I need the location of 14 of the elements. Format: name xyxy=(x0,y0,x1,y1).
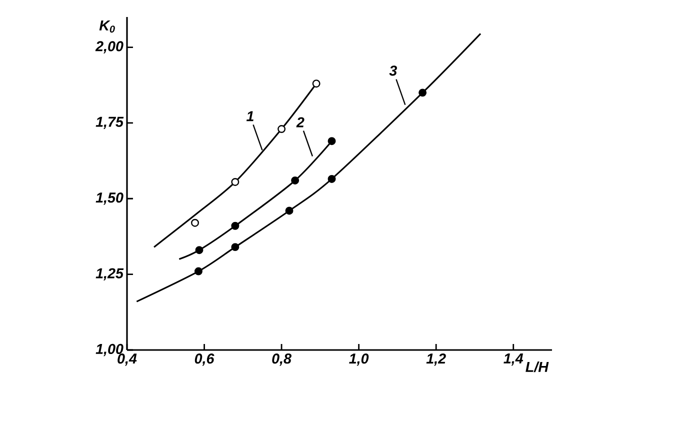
x-tick-label: 1,4 xyxy=(504,354,524,366)
y-tick-label: 1,75 xyxy=(96,116,124,129)
x-tick-label: 1,2 xyxy=(426,354,446,366)
annotation: 1 xyxy=(246,111,254,122)
x-tick-label: 0,6 xyxy=(194,354,214,366)
annotation: 2 xyxy=(296,117,304,128)
annotation: 3 xyxy=(389,66,397,76)
x-axis-title: L/H xyxy=(526,361,549,372)
y-tick-label: 1,25 xyxy=(96,268,124,280)
x-tick-label: 1,0 xyxy=(349,354,369,366)
y-tick-label: 1,50 xyxy=(96,192,124,205)
y-tick-label: 2,00 xyxy=(95,41,124,54)
x-tick-label: 0,8 xyxy=(272,354,292,366)
y-axis-title: K$_{0}$ xyxy=(99,20,115,33)
